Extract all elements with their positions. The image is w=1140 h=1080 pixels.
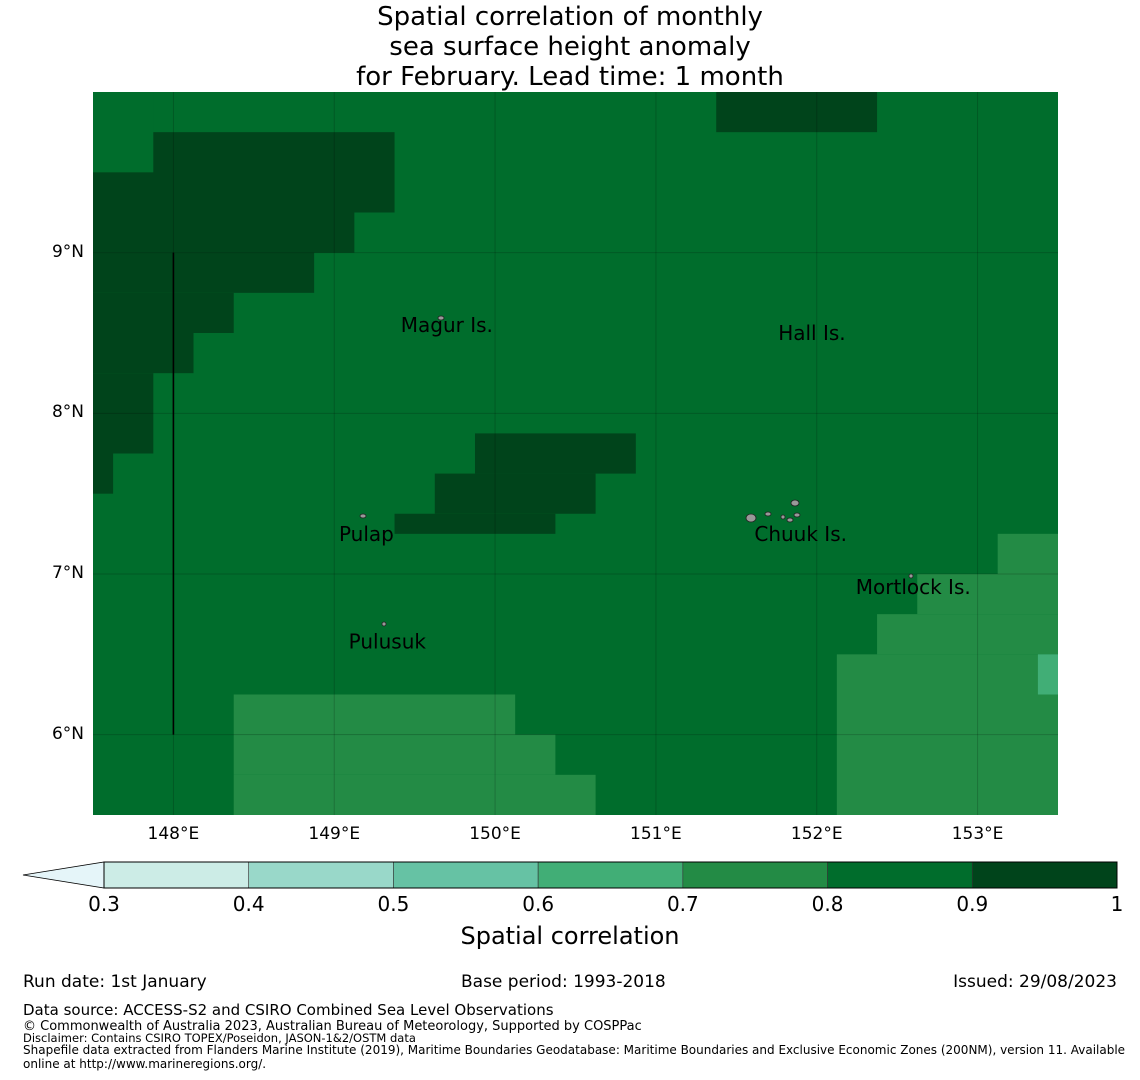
- colorbar-tick-label: 0.9: [956, 892, 989, 916]
- data-source: Data source: ACCESS-S2 and CSIRO Combine…: [23, 1001, 554, 1019]
- correlation-cell: [434, 473, 596, 514]
- correlation-cell: [474, 433, 636, 474]
- correlation-cell: [93, 333, 194, 374]
- correlation-cell: [917, 574, 1058, 615]
- correlation-cell: [233, 774, 596, 815]
- colorbar-segment: [537, 861, 684, 889]
- colorbar-segment: [103, 861, 250, 889]
- latitude-tick-label: 9°N: [51, 241, 84, 262]
- place-label: Magur Is.: [401, 313, 493, 337]
- correlation-cell: [93, 373, 154, 454]
- longitude-tick-label: 150°E: [469, 824, 521, 844]
- colorbar-tick-label: 0.4: [232, 892, 265, 916]
- island-shape: [381, 621, 387, 627]
- colorbar-tick-label: 0.3: [88, 892, 120, 916]
- longitude-tick-label: 152°E: [790, 824, 843, 844]
- correlation-cell: [997, 533, 1058, 574]
- colorbar-segment: [248, 861, 394, 889]
- shapefile-credit-line-1: Shapefile data extracted from Flanders M…: [23, 1043, 1126, 1057]
- colorbar-tick-label: 0.7: [666, 892, 699, 916]
- correlation-cell: [93, 252, 315, 293]
- issued-date: Issued: 29/08/2023: [953, 972, 1117, 992]
- colorbar-outline: [103, 861, 1118, 889]
- colorbar-tick-label: 1: [1110, 892, 1124, 916]
- correlation-cell: [93, 292, 234, 333]
- colorbar-segment: [682, 861, 828, 889]
- latitude-tick-label: 7°N: [51, 563, 84, 583]
- place-label: Pulap: [339, 522, 394, 546]
- correlation-cell: [93, 453, 114, 494]
- island-shape: [359, 513, 367, 519]
- chart-title: Spatial correlation of monthly sea surfa…: [0, 2, 1140, 92]
- colorbar-segment: [827, 861, 973, 889]
- correlation-cell: [93, 212, 355, 253]
- shapefile-credit-line-2: online at http://www.marineregions.org/.: [23, 1057, 267, 1071]
- colorbar-tick-label: 0.5: [377, 892, 410, 916]
- map-figure: Magur Is. Hall Is. Pulap Chuuk Is. Mortlock …: [22, 92, 1118, 889]
- title-line-2: sea surface height anomaly: [389, 32, 751, 62]
- correlation-cell: [233, 734, 556, 775]
- island-shape: [764, 511, 772, 517]
- longitude-tick-label: 149°E: [308, 824, 361, 844]
- colorbar-title: Spatial correlation: [460, 922, 680, 950]
- colorbar-segment: [971, 861, 1118, 889]
- correlation-cell: [1037, 654, 1058, 695]
- correlation-cell: [716, 92, 878, 133]
- correlation-cell: [394, 513, 556, 534]
- colorbar-extend-arrow: [22, 861, 105, 889]
- disclaimer: Disclaimer: Contains CSIRO TOPEX/Poseido…: [23, 1031, 416, 1045]
- correlation-cell: [233, 694, 516, 735]
- latitude-tick-label: 6°N: [51, 723, 84, 744]
- island-shape: [780, 514, 786, 520]
- title-line-3: for February. Lead time: 1 month: [356, 62, 784, 92]
- island-shape: [786, 517, 794, 523]
- longitude-tick-label: 148°E: [147, 824, 200, 844]
- longitude-tick-label: 153°E: [951, 824, 1004, 844]
- map-area: Magur Is. Hall Is. Pulap Chuuk Is. Mortlock …: [93, 92, 1058, 815]
- correlation-cell: [93, 92, 154, 173]
- island-shape: [437, 315, 445, 321]
- island-shape: [745, 513, 757, 523]
- colorbar: [22, 861, 1118, 889]
- latitude-tick-label: 8°N: [51, 402, 84, 423]
- correlation-cell: [836, 654, 1058, 815]
- colorbar-segment: [393, 861, 539, 889]
- place-label: Pulusuk: [349, 629, 427, 653]
- title-line-1: Spatial correlation of monthly: [377, 2, 763, 32]
- base-period: Base period: 1993-2018: [461, 972, 666, 992]
- island-shape: [790, 499, 800, 507]
- colorbar-tick-label: 0.8: [811, 892, 844, 916]
- copyright: © Commonwealth of Australia 2023, Austra…: [23, 1019, 642, 1034]
- place-label: Hall Is.: [778, 321, 845, 345]
- longitude-tick-label: 151°E: [630, 824, 682, 844]
- island-shape: [908, 573, 914, 579]
- correlation-cell: [877, 614, 1058, 655]
- place-label: Chuuk Is.: [754, 522, 847, 546]
- colorbar-tick-label: 0.6: [522, 892, 555, 916]
- run-date: Run date: 1st January: [23, 972, 207, 992]
- place-label: Mortlock Is.: [856, 575, 971, 599]
- island-shape: [793, 512, 801, 518]
